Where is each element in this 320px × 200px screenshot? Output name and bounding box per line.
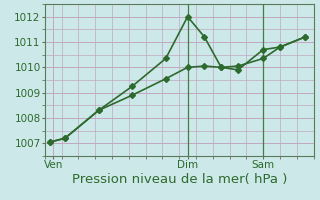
X-axis label: Pression niveau de la mer( hPa ): Pression niveau de la mer( hPa ) <box>71 173 287 186</box>
